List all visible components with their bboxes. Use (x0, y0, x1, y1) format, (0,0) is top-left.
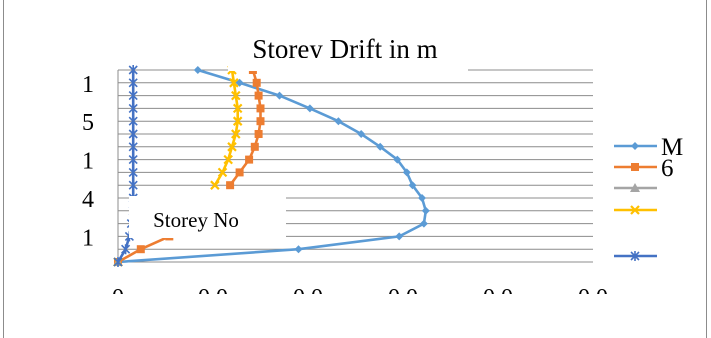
data-point (630, 205, 640, 215)
series-line (213, 69, 239, 186)
data-point (395, 232, 404, 241)
series-1 (114, 66, 430, 266)
data-point (631, 163, 639, 171)
data-point (210, 180, 220, 190)
legend-entry (614, 205, 657, 215)
data-point (193, 66, 202, 74)
data-point (256, 104, 265, 113)
legend-label: 6 (661, 155, 674, 182)
data-point (121, 244, 131, 255)
data-point (631, 142, 639, 150)
data-point (113, 257, 123, 267)
y-tick-label: 5 (82, 110, 94, 136)
data-point (235, 78, 244, 87)
data-point (217, 167, 228, 178)
data-point (235, 168, 244, 177)
data-point (229, 78, 239, 88)
data-point (245, 155, 254, 164)
data-point (393, 155, 402, 164)
y-tick-label: 1 (82, 225, 94, 251)
data-point (223, 154, 233, 165)
x-tick-clip-mask (60, 294, 620, 314)
data-point (630, 183, 640, 192)
series-line (229, 69, 262, 186)
data-point (232, 116, 243, 126)
data-point (128, 154, 138, 165)
data-point (128, 129, 138, 139)
y-tick-label: 1 (82, 149, 94, 175)
data-point (408, 181, 417, 190)
data-point (256, 117, 265, 126)
data-point (418, 194, 426, 202)
data-point (419, 219, 428, 228)
title-clip-mask (228, 58, 468, 71)
legend-label: M (661, 134, 683, 161)
legend-entry (614, 183, 657, 192)
data-point (232, 103, 243, 114)
data-point (128, 141, 138, 152)
data-point (357, 130, 366, 138)
y-axis-label-box: Storey No (129, 196, 286, 238)
data-point (254, 91, 263, 100)
legend-entry: 6 (614, 155, 674, 182)
data-point (128, 65, 138, 75)
data-point (231, 129, 241, 139)
data-point (252, 78, 261, 87)
y-tick-label: 4 (82, 187, 94, 213)
legend-entry (614, 251, 657, 261)
data-point (128, 116, 138, 127)
data-point (254, 130, 263, 138)
data-point (250, 142, 259, 151)
data-point (305, 104, 314, 113)
data-point (128, 167, 138, 178)
data-point (334, 117, 343, 126)
data-point (226, 181, 235, 190)
data-point (402, 168, 411, 177)
data-point (275, 91, 284, 100)
data-point (128, 180, 138, 191)
data-point (128, 90, 138, 101)
series-4 (113, 65, 243, 267)
y-tick-label: 1 (82, 72, 94, 98)
data-point (294, 245, 303, 254)
y-axis-label: Storey No (153, 208, 239, 232)
data-point (128, 103, 138, 114)
data-point (376, 142, 385, 151)
legend-entry: M (614, 134, 683, 161)
data-point (227, 142, 237, 152)
data-point (630, 251, 640, 261)
legend: M6 (614, 134, 683, 261)
data-point (128, 77, 138, 88)
y-tick-labels: 1 4 1 5 1 (82, 72, 94, 252)
data-point (421, 206, 430, 215)
series-line (117, 68, 428, 264)
data-point (136, 245, 145, 254)
data-point (231, 90, 241, 101)
